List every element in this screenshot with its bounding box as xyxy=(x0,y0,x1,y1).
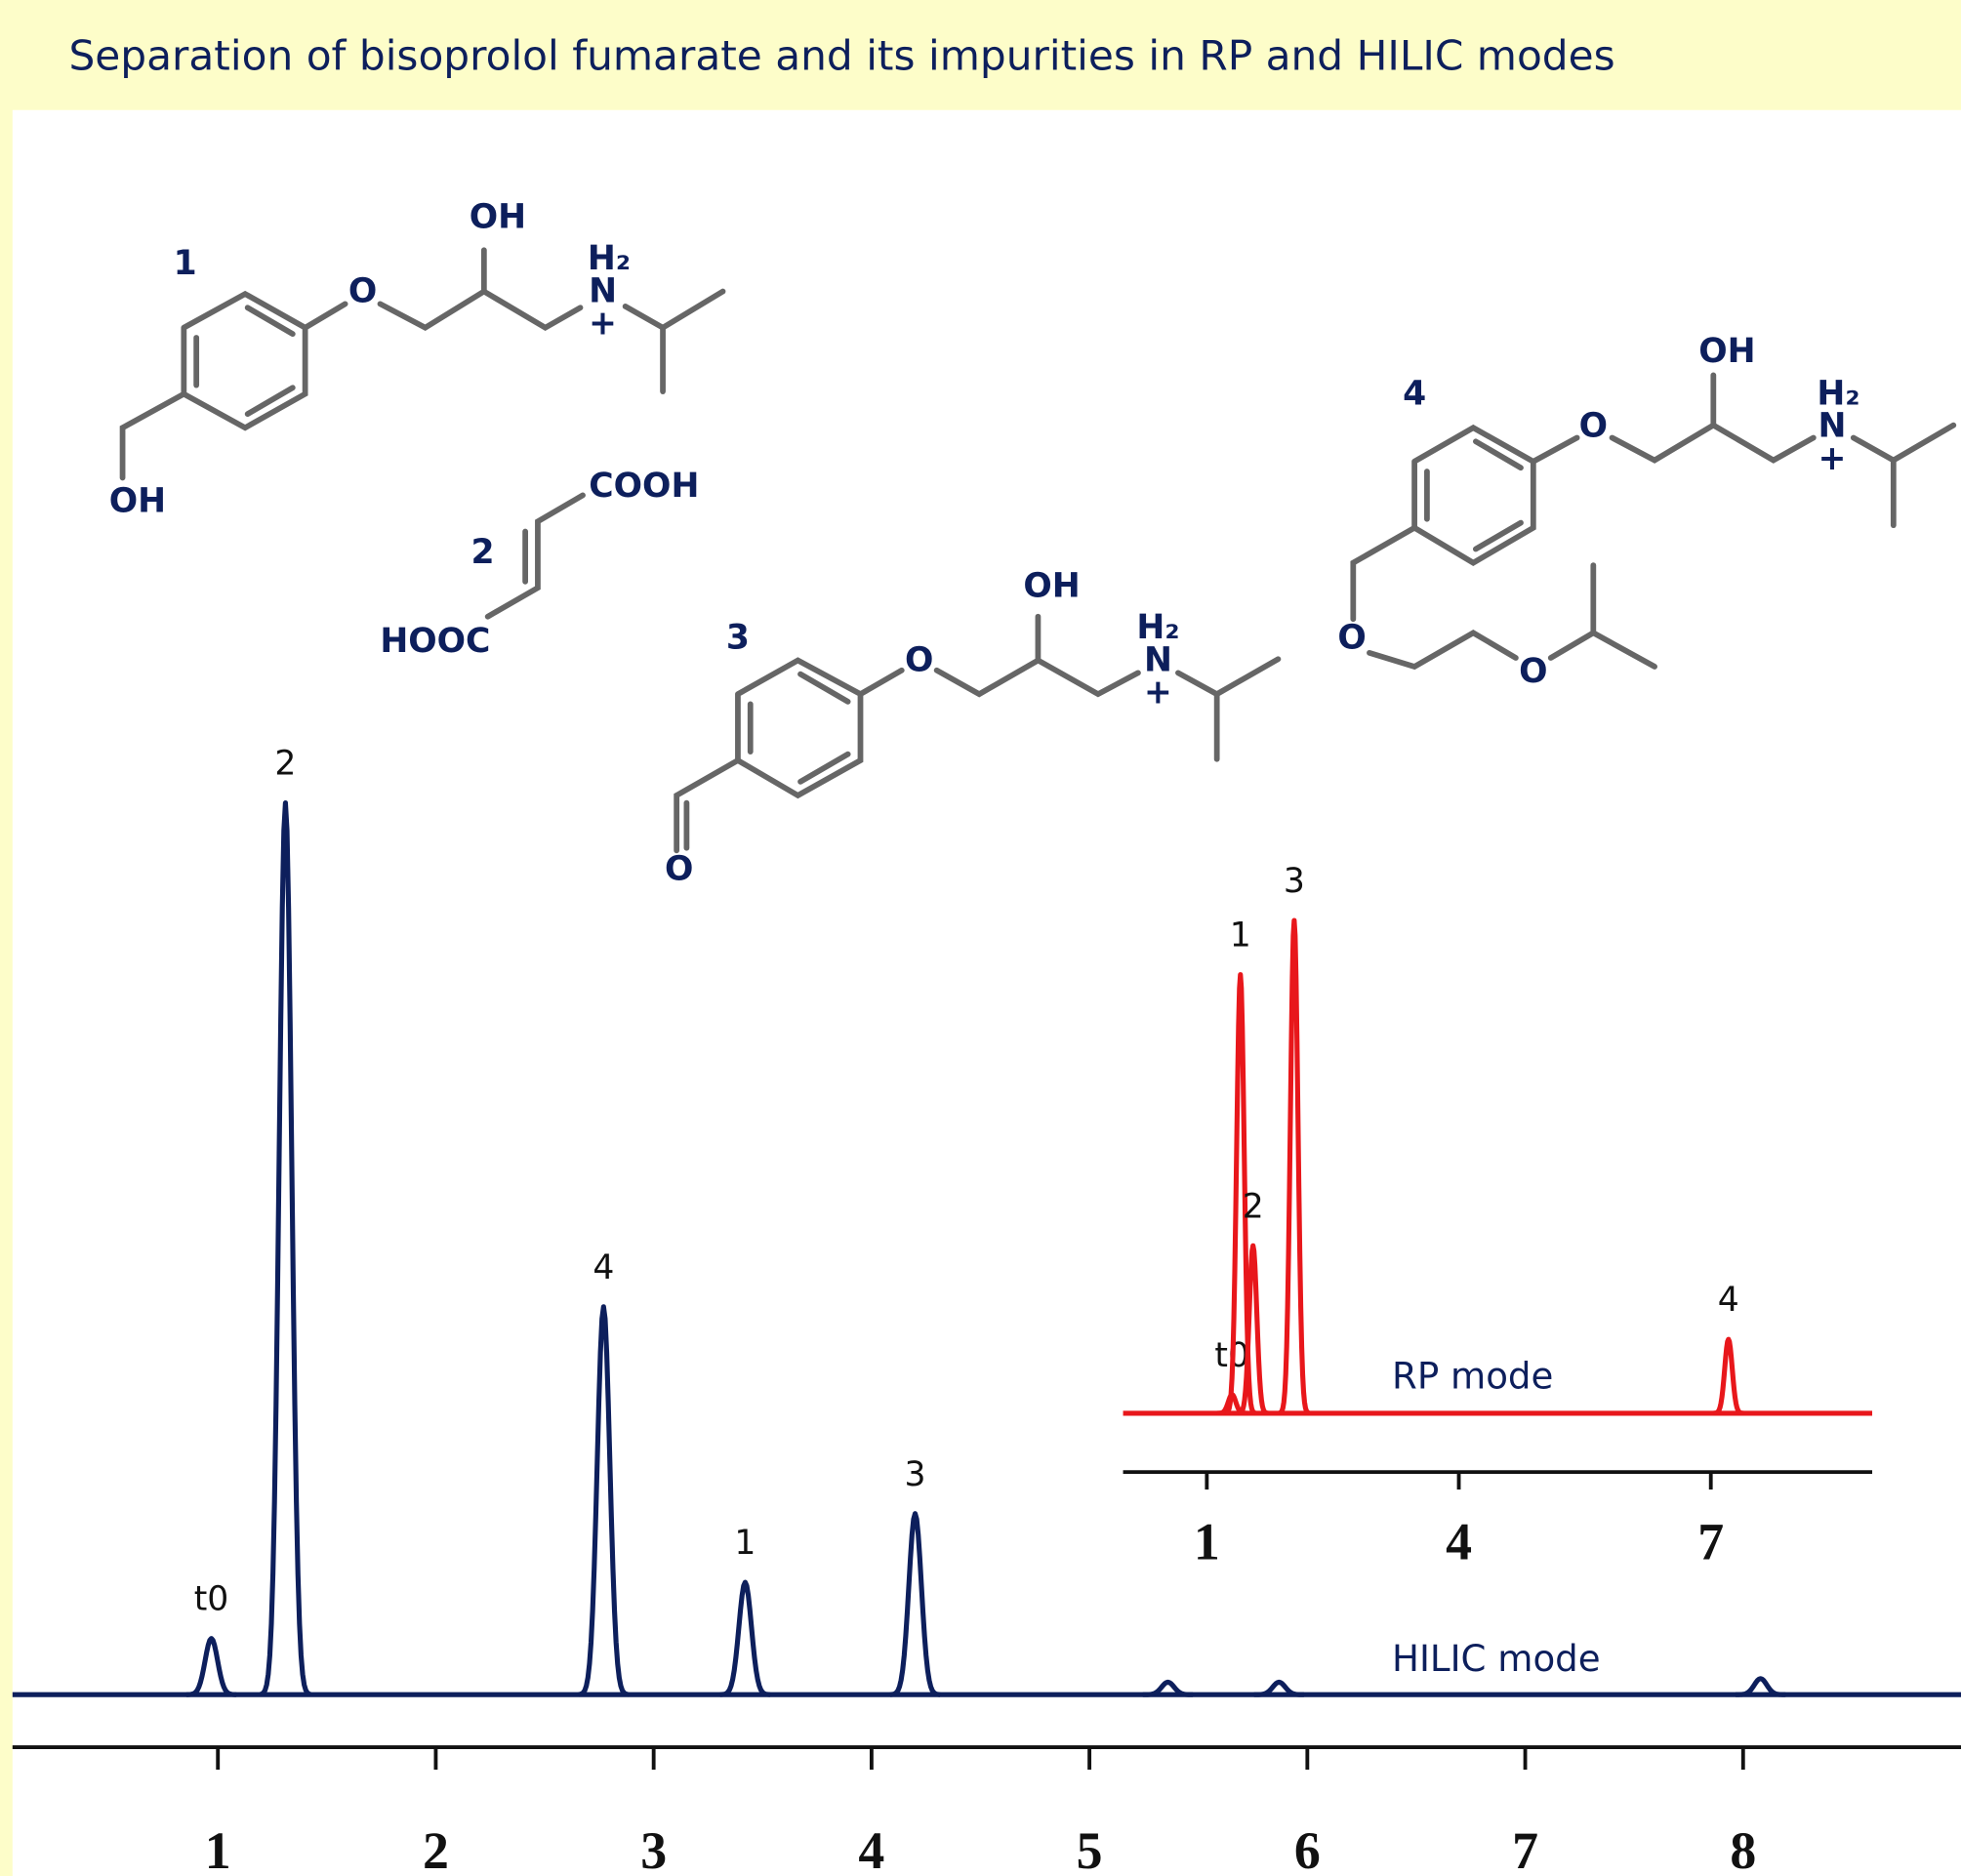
peak-label: 4 xyxy=(1718,1281,1739,1320)
peak xyxy=(888,1511,942,1697)
peak xyxy=(718,1579,772,1697)
structure-bonds xyxy=(119,247,1957,854)
atom-label: + xyxy=(1818,439,1847,478)
atom-label: + xyxy=(1144,673,1172,713)
series-label: HILIC mode xyxy=(1392,1638,1601,1680)
structure-number: 4 xyxy=(1403,374,1426,413)
peak-label: 1 xyxy=(734,1524,756,1563)
atom-label: H₂ xyxy=(1817,374,1859,413)
peak-label: 2 xyxy=(274,745,296,784)
x-tick-label: 7 xyxy=(1697,1512,1724,1570)
atom-label: N xyxy=(1144,640,1172,679)
atom-label: OH xyxy=(1023,567,1080,606)
atom-label: OH xyxy=(1698,332,1755,371)
structure-number: 1 xyxy=(174,244,197,283)
peak xyxy=(1277,918,1311,1416)
atom-label: O xyxy=(348,271,377,310)
peak-label: 4 xyxy=(592,1248,614,1287)
peak-label: 3 xyxy=(905,1455,926,1494)
x-tick-label: 3 xyxy=(640,1821,667,1876)
peak-label: 2 xyxy=(1243,1187,1264,1226)
peak xyxy=(1141,1679,1195,1697)
series-label: RP mode xyxy=(1392,1356,1553,1398)
x-tick-label: 7 xyxy=(1512,1821,1538,1876)
atom-label: HOOC xyxy=(380,622,490,661)
x-tick-label: 2 xyxy=(423,1821,449,1876)
structure-number: 2 xyxy=(471,533,495,572)
peak xyxy=(1735,1676,1787,1697)
atom-label: O xyxy=(905,640,933,679)
peak-label: 3 xyxy=(1284,862,1305,901)
atom-label: COOH xyxy=(589,467,699,506)
structure-number: 3 xyxy=(726,618,750,657)
x-tick-label: 4 xyxy=(1446,1512,1472,1570)
peak-label: 1 xyxy=(1230,917,1251,956)
atom-label: N xyxy=(1818,407,1847,446)
atom-label: H₂ xyxy=(1136,608,1179,647)
x-tick-label: 1 xyxy=(1194,1512,1220,1570)
peak xyxy=(1252,1679,1305,1697)
atom-label: O xyxy=(1337,618,1366,657)
peak xyxy=(1711,1336,1745,1416)
x-tick-label: 1 xyxy=(205,1821,231,1876)
atom-label: N xyxy=(589,271,617,310)
peak xyxy=(259,800,312,1697)
peak xyxy=(1223,972,1257,1416)
atom-label: OH xyxy=(109,482,166,521)
x-tick-label: 8 xyxy=(1730,1821,1756,1876)
peak xyxy=(577,1304,630,1697)
atom-label: H₂ xyxy=(588,239,631,278)
atom-label: O xyxy=(665,849,693,888)
panel xyxy=(12,109,1961,1876)
atom-label: O xyxy=(1519,652,1547,691)
peak xyxy=(184,1636,238,1697)
atom-label: O xyxy=(1579,407,1608,446)
atom-label: OH xyxy=(470,198,526,237)
atom-label: + xyxy=(589,305,617,344)
x-tick-label: 6 xyxy=(1294,1821,1321,1876)
peak-label: t0 xyxy=(194,1580,229,1619)
x-tick-label: 4 xyxy=(858,1821,884,1876)
peak xyxy=(1236,1243,1270,1416)
x-tick-label: 5 xyxy=(1077,1821,1103,1876)
chart-title: Separation of bisoprolol fumarate and it… xyxy=(68,32,1614,80)
